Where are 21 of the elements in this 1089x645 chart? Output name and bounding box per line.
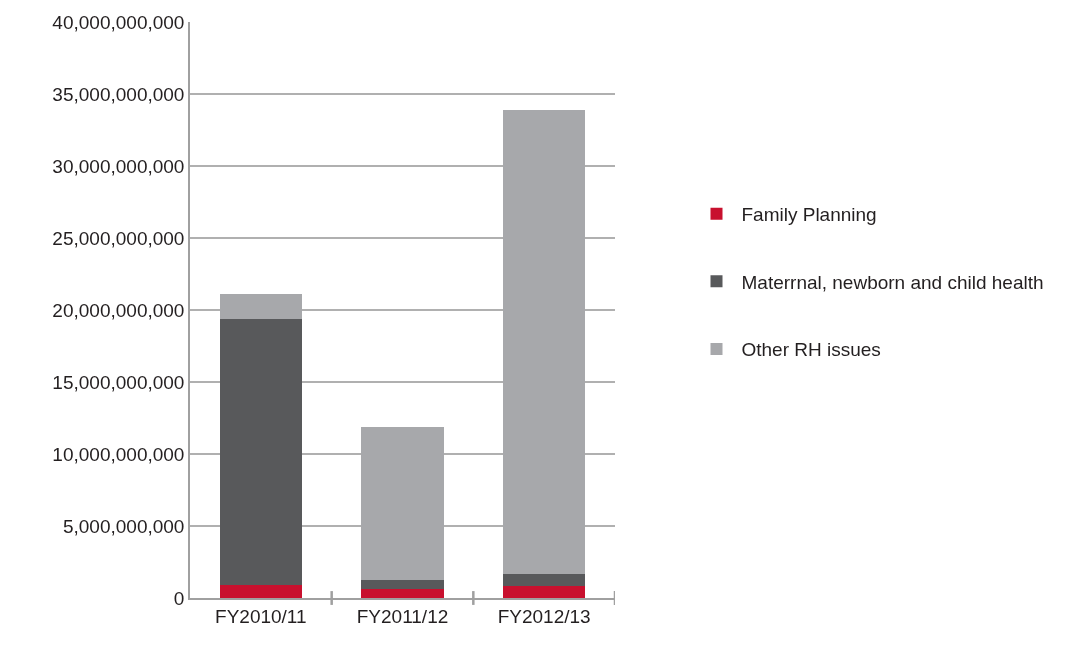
bar	[503, 573, 586, 586]
bar	[361, 588, 444, 598]
legend-label: Family Planning	[741, 204, 877, 226]
bar	[503, 585, 586, 598]
bar	[219, 585, 302, 598]
y-tick-label: 5,000,000,000	[62, 515, 185, 537]
x-tick-label: FY2011/12	[356, 605, 449, 627]
legend-label: Other RH issues	[741, 339, 881, 361]
y-tick-label: 0	[173, 587, 185, 609]
y-tick-label: 25,000,000,000	[52, 227, 185, 249]
legend-label: Materrnal, newborn and child health	[741, 271, 1044, 293]
bar	[219, 318, 302, 586]
y-tick-label: 35,000,000,000	[52, 83, 185, 105]
y-tick-label: 10,000,000,000	[52, 443, 185, 465]
x-tick-label: FY2010/11	[215, 605, 307, 627]
y-tick-label: 20,000,000,000	[52, 299, 185, 321]
y-tick-label: 40,000,000,000	[52, 11, 185, 33]
y-tick-label: 15,000,000,000	[52, 371, 185, 393]
bar	[361, 580, 444, 589]
y-tick-label: 30,000,000,000	[52, 155, 185, 177]
x-tick-label: FY2012/13	[497, 605, 591, 627]
